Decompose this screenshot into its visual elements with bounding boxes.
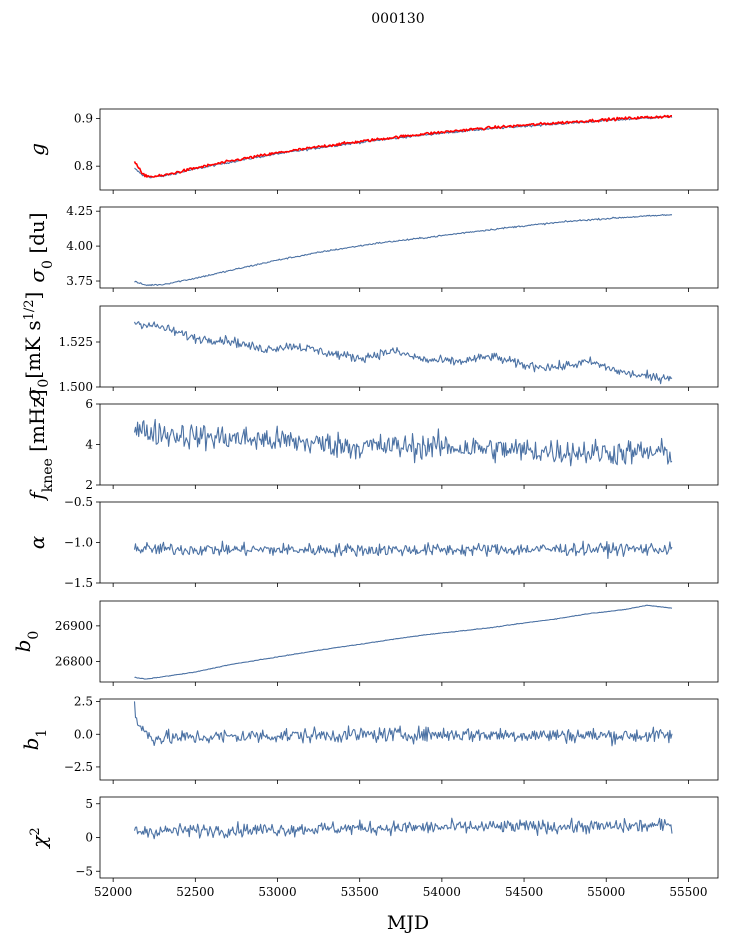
axes-frame [99, 796, 719, 879]
y-tick-label: −0.5 [64, 495, 93, 509]
panel-5: −1.5 −1.0 −0.5 α [25, 495, 719, 590]
series-line-gain-overlay- [133, 114, 672, 178]
y-tick-label: 6 [85, 397, 93, 411]
y-tick-label: 3.75 [66, 274, 93, 288]
y-tick-label: 1.525 [59, 335, 93, 349]
y-tick-label: 26900 [55, 619, 93, 633]
panels: 0.8 0.9 g 3.75 4.00 4.25 σ0 [du] 1.500 1.525 σ0[m… [11, 108, 719, 899]
panel-8: −5 0 5 52000 52500 53000 53500 54000 54500 55000 5… [27, 796, 719, 899]
y-tick-label: 2.5 [74, 695, 93, 709]
x-tick-label: 53500 [341, 885, 379, 899]
y-tick-label: 26800 [55, 654, 93, 668]
x-axis-label: MJD [387, 912, 429, 934]
x-tick-label: 55500 [669, 885, 707, 899]
figure-title: 000130 [371, 11, 424, 27]
panel-4: 2 4 6 fknee [mHz] [25, 389, 719, 502]
y-axis-label: b1 [19, 729, 50, 751]
y-tick-label: 5 [85, 797, 93, 811]
y-tick-label: 2 [85, 478, 93, 492]
axes-frame [99, 108, 719, 191]
axes-frame [99, 501, 719, 584]
panel-6: 26800 26900 b0 [11, 600, 719, 686]
y-axis-label: g [25, 143, 49, 156]
y-axis-label: χ2 [27, 827, 51, 849]
series-line-b1 [133, 701, 673, 747]
x-tick-label: 52000 [94, 885, 132, 899]
x-tick-label: 52500 [176, 885, 214, 899]
series-line-sigma0-mk [133, 321, 673, 385]
y-axis-label: b0 [11, 631, 42, 653]
axes-frame [99, 305, 719, 388]
y-tick-label: 1.500 [59, 380, 93, 394]
y-tick-label: 4.00 [66, 239, 93, 253]
panel-3: 1.500 1.525 σ0[mK s1/2] [21, 292, 719, 402]
panel-2: 3.75 4.00 4.25 σ0 [du] [25, 204, 719, 292]
panel-1: 0.8 0.9 g [25, 108, 719, 194]
x-tick-label: 54000 [423, 885, 461, 899]
y-tick-label: 0.8 [74, 159, 93, 173]
x-tick-label: 55000 [587, 885, 625, 899]
series-line-fknee [133, 418, 673, 467]
series-line-b0 [134, 604, 673, 680]
y-tick-label: 4.25 [66, 204, 93, 218]
axes-frame [99, 600, 719, 683]
y-tick-label: 0.9 [74, 112, 93, 126]
axes-frame [99, 698, 719, 781]
y-tick-label: 0 [85, 831, 93, 845]
y-tick-label: −1.0 [64, 536, 93, 550]
x-tick-label: 54500 [505, 885, 543, 899]
x-tick-label: 53000 [258, 885, 296, 899]
panel-7: −2.5 0.0 2.5 b1 [19, 695, 719, 784]
y-tick-label: 4 [85, 438, 93, 452]
y-axis-label: σ0 [du] [25, 212, 56, 282]
y-axis-label: α [25, 535, 49, 549]
series-line-gain [134, 115, 673, 179]
axes-frame [99, 206, 719, 289]
y-tick-label: −2.5 [64, 760, 93, 774]
series-line-chi2 [133, 817, 673, 840]
y-axis-label: fknee [mHz] [25, 389, 56, 501]
series-line-sigma0-du [134, 213, 673, 287]
y-tick-label: 0.0 [74, 727, 93, 741]
y-tick-label: −5 [75, 864, 93, 878]
series-line-alpha [133, 540, 673, 560]
y-axis-label: σ0[mK s1/2] [21, 292, 52, 402]
y-tick-label: −1.5 [64, 576, 93, 590]
